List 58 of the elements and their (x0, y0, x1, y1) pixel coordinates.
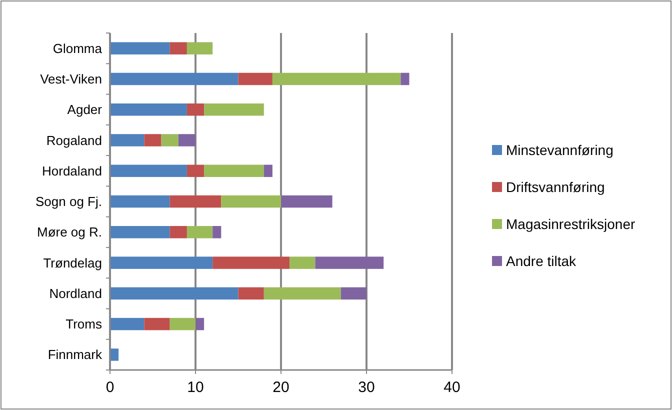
bar (212, 256, 290, 269)
bar (212, 226, 222, 238)
legend-label: Magasinrestriksjoner (506, 216, 636, 232)
y-tick-label: Finnmark (48, 347, 102, 362)
bar (186, 42, 213, 54)
bar (170, 318, 196, 330)
bar (400, 72, 410, 86)
bar (204, 103, 264, 116)
bar (110, 42, 170, 54)
y-tick-label: Sogn og Fj. (36, 194, 102, 210)
bar (196, 318, 204, 330)
bar (238, 287, 264, 300)
x-tick-label: 20 (272, 379, 290, 396)
y-tick-label: Vest-Viken (40, 72, 102, 87)
legend-label: Andre tiltak (506, 252, 578, 269)
bar (204, 164, 264, 177)
bar (186, 103, 204, 116)
y-tick-label: Møre og R. (36, 224, 102, 240)
bar (110, 256, 213, 269)
bar (178, 134, 196, 146)
bar (281, 195, 332, 208)
x-tick-label: 30 (358, 379, 375, 396)
y-tick-label: Glomma (52, 40, 103, 56)
y-tick-label: Hordaland (42, 163, 102, 178)
bar (264, 164, 272, 177)
bar (161, 134, 178, 146)
bar (110, 195, 170, 208)
bar (144, 318, 170, 330)
bar (186, 226, 213, 238)
bar (170, 226, 187, 238)
bar (186, 164, 204, 177)
bar (264, 287, 341, 300)
bar (110, 134, 144, 146)
bar (110, 164, 187, 177)
bar (315, 256, 384, 269)
legend-label: Minstevannføring (506, 142, 614, 158)
y-tick-label: Troms (66, 316, 102, 332)
bar (170, 42, 187, 54)
bar (110, 287, 238, 300)
bar (290, 256, 316, 269)
bar (340, 287, 366, 300)
bar (221, 195, 281, 208)
bar (238, 72, 272, 86)
x-tick-label: 40 (444, 379, 460, 396)
y-tick-label: Agder (67, 102, 103, 118)
legend-label: Driftsvannføring (506, 178, 605, 195)
x-tick-label: 10 (187, 379, 204, 396)
x-tick-label: 0 (106, 379, 114, 396)
y-tick-label: Rogaland (46, 132, 102, 148)
bar (110, 103, 187, 116)
bar (272, 72, 401, 86)
bar (110, 226, 170, 238)
bar (170, 195, 222, 208)
bar (110, 72, 238, 86)
bar (144, 134, 162, 146)
bar (110, 318, 144, 330)
y-tick-label: Nordland (49, 286, 102, 301)
y-tick-label: Trøndelag (43, 255, 102, 270)
